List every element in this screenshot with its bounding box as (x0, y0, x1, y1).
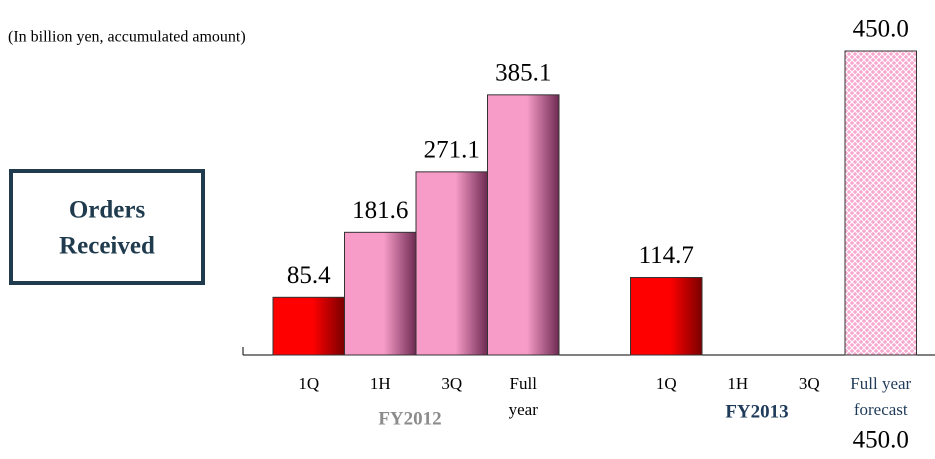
value-label: 450.0 (853, 16, 909, 43)
value-label: 85.4 (287, 262, 331, 289)
x-tick-label: 1H (727, 374, 748, 393)
group-label: FY2012 (378, 408, 441, 429)
x-tick-label: 1Q (656, 374, 677, 393)
x-tick-label: Full (510, 374, 538, 393)
value-label: 181.6 (352, 197, 408, 224)
x-tick-label: year (509, 400, 539, 419)
x-tick-label: 1H (370, 374, 391, 393)
bar (415, 171, 488, 356)
x-tick-label: forecast (854, 400, 908, 419)
bar (487, 94, 560, 356)
box-label: Orders (69, 197, 146, 224)
box-label: Received (59, 233, 155, 260)
bar (630, 277, 703, 356)
subtitle: (In billion yen, accumulated amount) (8, 29, 246, 46)
bar (344, 231, 417, 356)
bar (272, 296, 345, 356)
value-label: 271.1 (424, 137, 480, 164)
label-box (9, 169, 205, 285)
value-label: 114.7 (639, 242, 694, 269)
bar (844, 50, 917, 356)
value-label: 385.1 (495, 60, 551, 87)
x-tick-label: 3Q (441, 374, 462, 393)
x-tick-label: 1Q (298, 374, 319, 393)
x-tick-label: Full year (850, 374, 911, 393)
forecast-note: 450.0 (853, 427, 909, 454)
group-label: FY2013 (725, 401, 788, 422)
x-tick-label: 3Q (799, 374, 820, 393)
